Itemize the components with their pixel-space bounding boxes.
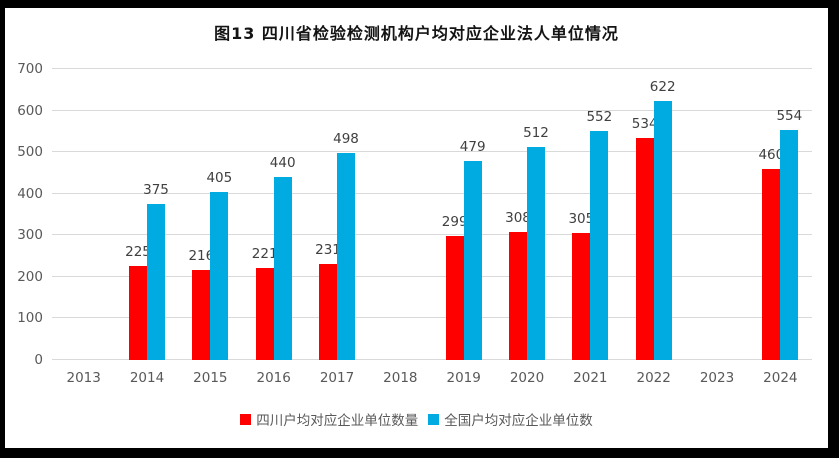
bar-national bbox=[590, 130, 609, 360]
bar-sichuan bbox=[129, 266, 147, 360]
bar-sichuan bbox=[572, 233, 591, 360]
y-tick-label: 700 bbox=[17, 61, 43, 77]
bar-national bbox=[273, 177, 292, 360]
x-tick-label: 2022 bbox=[636, 370, 671, 386]
y-tick-label: 500 bbox=[17, 144, 43, 161]
y-tick-label: 300 bbox=[17, 227, 43, 244]
bar-value-label: 405 bbox=[206, 169, 233, 186]
x-tick-label: 2020 bbox=[509, 370, 545, 386]
bar-value-label: 554 bbox=[776, 107, 803, 124]
x-tick-label: 2018 bbox=[383, 370, 418, 386]
x-tick-label: 2016 bbox=[256, 370, 291, 386]
gridline bbox=[52, 151, 812, 153]
bar-value-label: 512 bbox=[523, 125, 549, 142]
gridline bbox=[52, 359, 812, 360]
legend-label: 四川户均对应企业单位数量 bbox=[256, 413, 419, 429]
bar-value-label: 305 bbox=[568, 211, 595, 228]
y-tick-label: 400 bbox=[17, 185, 43, 202]
x-tick-label: 2019 bbox=[446, 370, 481, 386]
bar-national bbox=[527, 147, 545, 360]
x-axis: 2013 2014 2015 2016 2017 2018 2019 2020 2021 2022… bbox=[52, 370, 812, 390]
bar-value-label: 498 bbox=[333, 130, 359, 147]
y-tick-label: 200 bbox=[17, 268, 43, 285]
y-tick-label: 600 bbox=[17, 102, 43, 119]
bar-national bbox=[210, 191, 229, 360]
bar-value-label: 440 bbox=[269, 155, 296, 172]
x-tick-label: 2023 bbox=[699, 370, 735, 386]
plot-area: 225 375 216 405 221 440 231 498 299 479 308 512 305 5… bbox=[52, 68, 812, 360]
y-tick-label: 0 bbox=[34, 352, 43, 368]
chart-canvas: 图13 四川省检验检测机构户均对应企业法人单位情况 0 100 200 300 400 5… bbox=[5, 8, 828, 448]
bar-sichuan bbox=[635, 138, 654, 360]
gridline bbox=[52, 317, 812, 319]
gridline bbox=[52, 68, 812, 69]
bar-value-label: 479 bbox=[459, 138, 486, 155]
bar-sichuan bbox=[255, 268, 274, 360]
bar-sichuan bbox=[762, 168, 781, 360]
x-tick-label: 2014 bbox=[129, 370, 165, 386]
bar-value-label: 552 bbox=[586, 108, 613, 125]
bar-national bbox=[653, 101, 672, 360]
x-tick-label: 2013 bbox=[66, 370, 101, 386]
bar-value-label: 308 bbox=[505, 209, 531, 226]
legend-item: 全国户均对应企业单位数 bbox=[428, 409, 593, 429]
bar-sichuan bbox=[319, 263, 337, 360]
bar-sichuan bbox=[445, 235, 464, 360]
gridline bbox=[52, 275, 812, 277]
bar-value-label: 225 bbox=[125, 244, 151, 261]
y-tick-label: 100 bbox=[17, 310, 43, 327]
x-tick-label: 2024 bbox=[763, 370, 798, 386]
x-tick-label: 2017 bbox=[319, 370, 355, 386]
bar-value-label: 231 bbox=[315, 241, 341, 258]
legend-item: 四川户均对应企业单位数量 bbox=[240, 409, 418, 429]
gridline bbox=[52, 234, 812, 236]
x-tick-label: 2015 bbox=[193, 370, 228, 386]
legend-swatch-sichuan bbox=[240, 413, 252, 425]
chart-title: 图13 四川省检验检测机构户均对应企业法人单位情况 bbox=[214, 24, 619, 43]
bar-value-label: 221 bbox=[251, 246, 278, 263]
bar-national bbox=[337, 152, 355, 360]
bar-value-label: 375 bbox=[143, 182, 169, 199]
legend-swatch-national bbox=[428, 413, 440, 425]
bar-sichuan bbox=[509, 231, 527, 360]
legend: 四川户均对应企业单位数量 全国户均对应企业单位数 bbox=[5, 409, 828, 429]
bar-value-label: 460 bbox=[758, 146, 785, 163]
gridline bbox=[52, 109, 812, 111]
bar-national bbox=[147, 204, 165, 360]
bar-value-label: 216 bbox=[188, 248, 215, 265]
bar-value-label: 622 bbox=[649, 79, 676, 96]
bar-national bbox=[463, 160, 482, 360]
legend-label: 全国户均对应企业单位数 bbox=[444, 413, 593, 429]
y-axis: 0 100 200 300 400 500 600 700 bbox=[5, 61, 47, 368]
gridline bbox=[52, 192, 812, 194]
x-tick-label: 2021 bbox=[573, 370, 608, 386]
bar-sichuan bbox=[192, 270, 211, 360]
bar-value-label: 299 bbox=[441, 213, 468, 230]
bar-national bbox=[780, 129, 799, 360]
bar-value-label: 534 bbox=[631, 116, 658, 133]
